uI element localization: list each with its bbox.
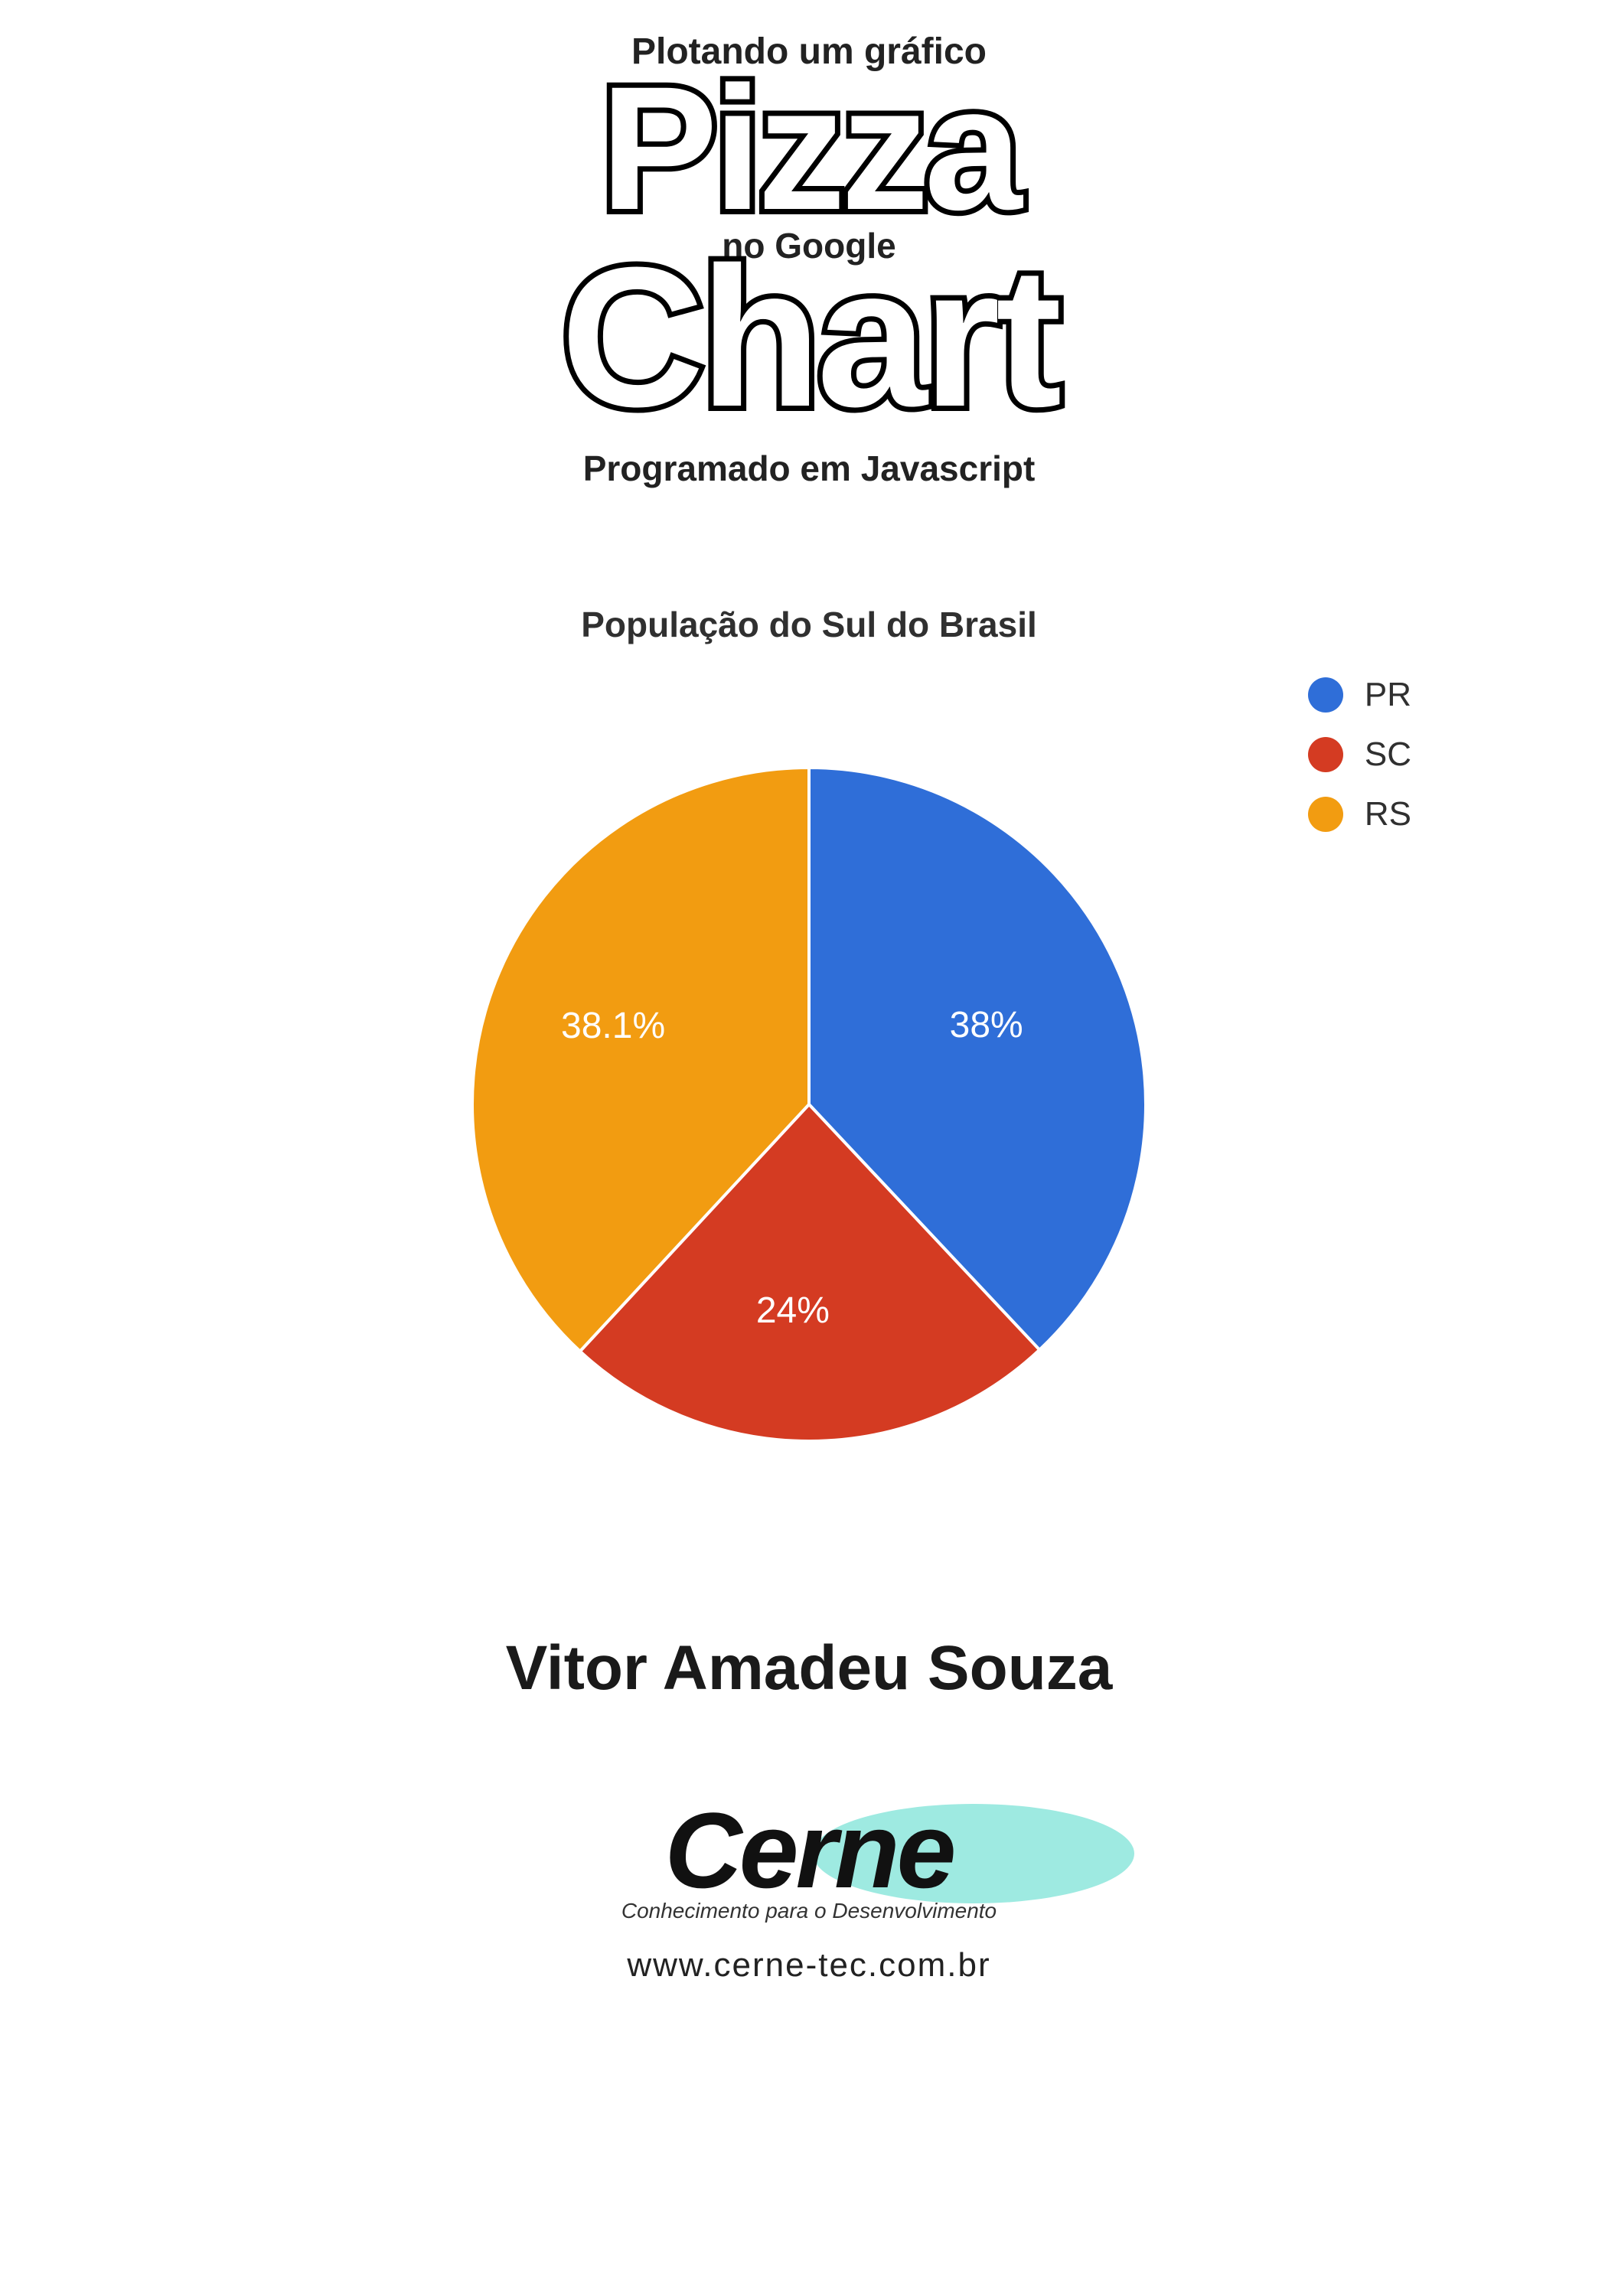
- legend-dot-icon: [1308, 737, 1343, 772]
- pie-chart-svg: [472, 768, 1146, 1441]
- legend-label: PR: [1365, 676, 1411, 714]
- title-bubble-chart: Chart: [561, 243, 1058, 432]
- title-subtext: Programado em Javascript: [0, 448, 1618, 489]
- logo-tagline: Conhecimento para o Desenvolvimento: [621, 1899, 997, 1923]
- legend-item-pr: PR: [1308, 676, 1411, 714]
- footer-url: www.cerne-tec.com.br: [0, 1946, 1618, 1985]
- logo-text: Cerne: [621, 1789, 997, 1913]
- chart-title: População do Sul do Brasil: [0, 604, 1618, 645]
- slice-label-sc: 24%: [756, 1290, 830, 1332]
- legend-label: SC: [1365, 735, 1411, 774]
- pie-wrap: 38% 24% 38.1%: [472, 768, 1146, 1445]
- footer: Cerne Conhecimento para o Desenvolviment…: [0, 1789, 1618, 1985]
- legend-dot-icon: [1308, 677, 1343, 713]
- page: Plotando um gráfico Pizza no Google Char…: [0, 0, 1618, 2296]
- footer-logo: Cerne Conhecimento para o Desenvolviment…: [621, 1789, 997, 1923]
- legend-dot-icon: [1308, 797, 1343, 832]
- author-name: Vitor Amadeu Souza: [0, 1632, 1618, 1704]
- legend-item-sc: SC: [1308, 735, 1411, 774]
- legend-label: RS: [1365, 795, 1411, 833]
- chart-legend: PR SC RS: [1308, 676, 1411, 855]
- title-bubble-pizza: Pizza: [600, 65, 1017, 233]
- slice-label-pr: 38%: [950, 1004, 1023, 1046]
- chart-body: PR SC RS 38% 24% 38.1%: [0, 676, 1618, 1518]
- slice-label-rs: 38.1%: [561, 1005, 665, 1047]
- legend-item-rs: RS: [1308, 795, 1411, 833]
- title-block: Plotando um gráfico Pizza no Google Char…: [0, 0, 1618, 489]
- chart-area: População do Sul do Brasil PR SC RS 38: [0, 604, 1618, 1518]
